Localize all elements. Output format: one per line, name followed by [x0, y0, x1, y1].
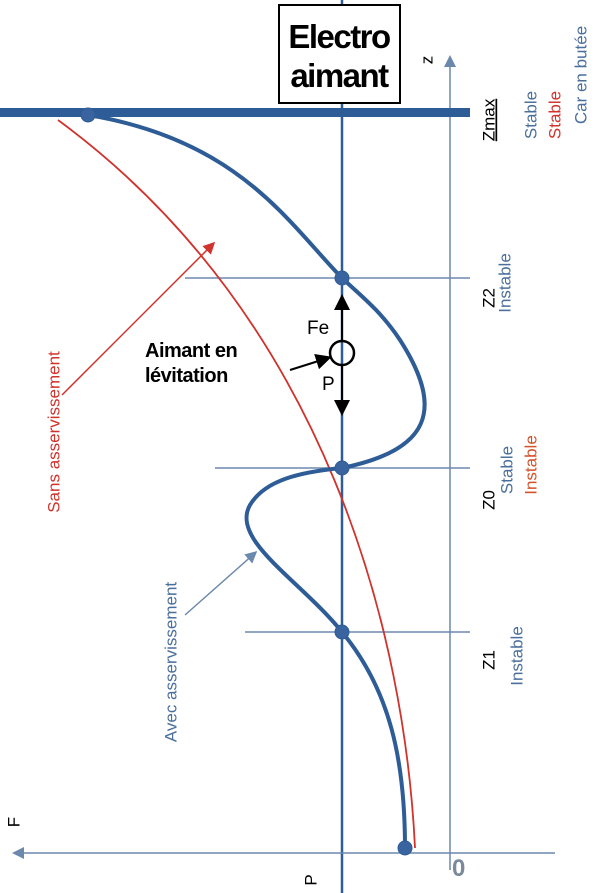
magnet-label: Aimant en: [145, 340, 237, 362]
origin-label: 0: [452, 855, 465, 882]
curve-with: [87, 113, 427, 849]
state-label: Car en butée: [571, 26, 590, 124]
curve-without-label: Sans asservissement: [44, 351, 63, 513]
position-label: Z0: [479, 490, 498, 510]
curve-without: [57, 119, 416, 849]
pointer-without: [61, 241, 216, 396]
state-label: Stable: [545, 91, 564, 139]
electromagnet-label: aimant: [290, 57, 389, 94]
state-label: Instable: [507, 626, 526, 686]
curve-with-label: Avec asservissement: [161, 582, 180, 743]
position-label: Z2: [479, 288, 498, 308]
state-label: Stable: [521, 91, 540, 139]
magnet-label: lévitation: [145, 365, 228, 387]
electromagnet-box: [278, 4, 401, 104]
state-label: Instable: [495, 253, 514, 313]
state-label: Stable: [497, 446, 516, 494]
electromagnet-wall: [0, 108, 470, 117]
position-label: Z1: [479, 650, 498, 670]
pointer-with: [184, 551, 258, 616]
z-axis-label: z: [417, 56, 436, 65]
pointer-magnet: [289, 353, 332, 371]
equilibrium-points: [80, 107, 413, 856]
electromagnet-label: Electro: [288, 18, 390, 55]
position-label: Zmax: [479, 98, 498, 141]
force-p-label: P: [322, 374, 335, 395]
magnet: [328, 339, 356, 367]
f-axis-label: F: [4, 817, 23, 827]
state-label: Instable: [521, 435, 540, 495]
force-fe-label: Fe: [307, 318, 329, 339]
p-axis-label: P: [301, 874, 320, 885]
